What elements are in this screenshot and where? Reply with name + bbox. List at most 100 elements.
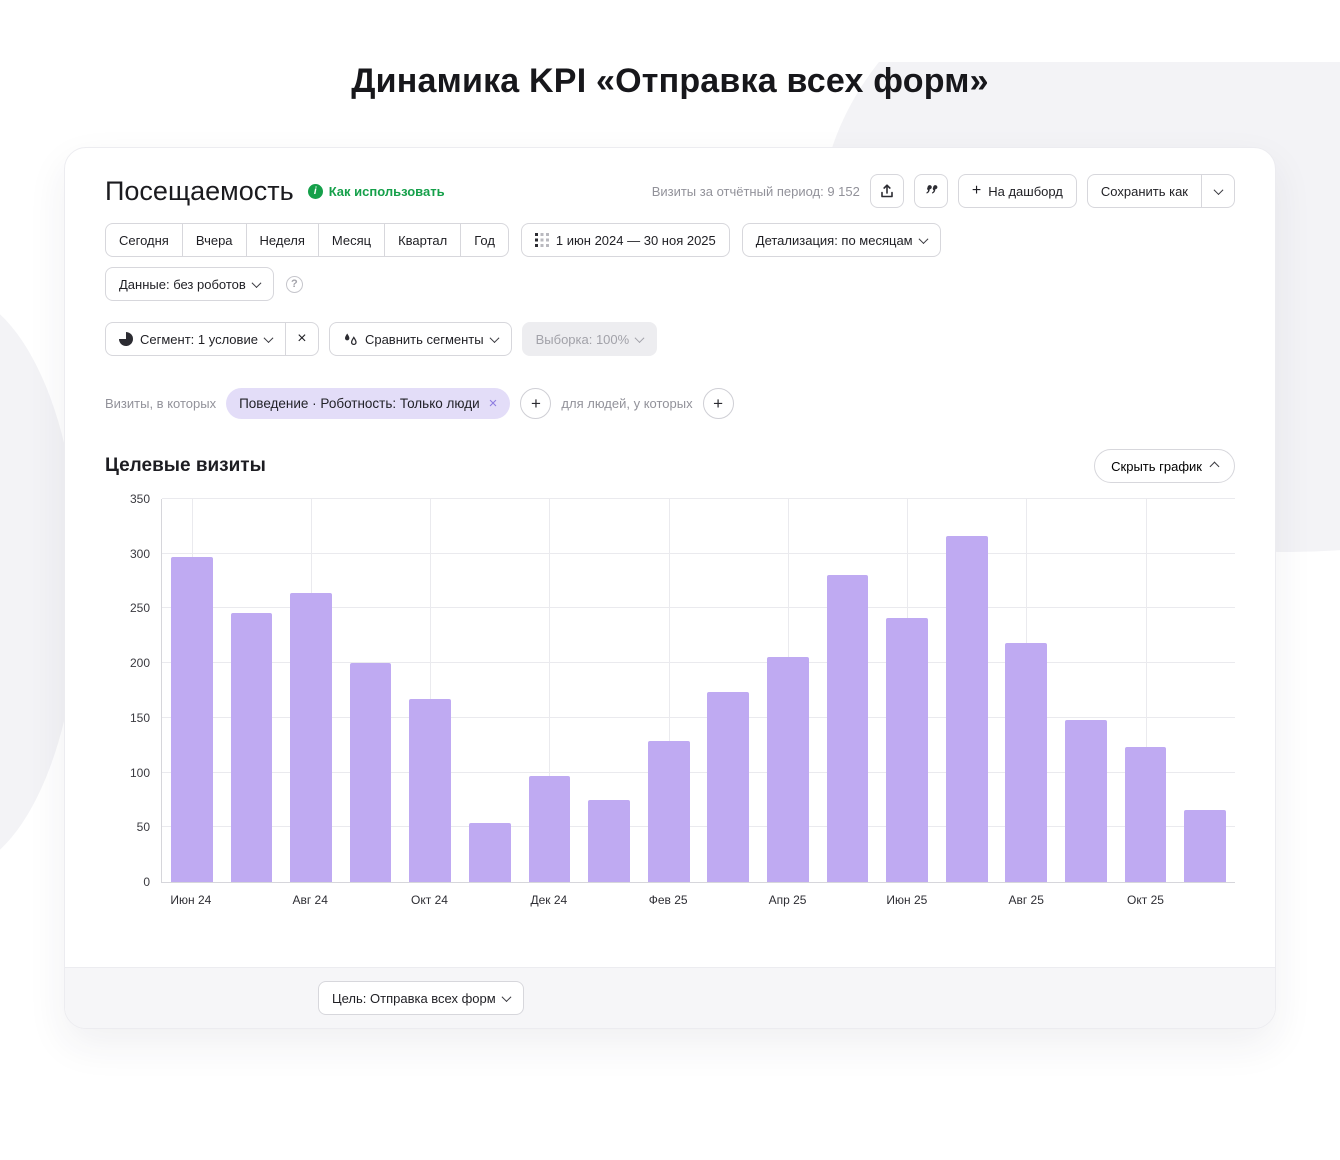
how-to-use-label: Как использовать [329, 184, 445, 199]
bar-slot [698, 499, 758, 882]
data-mode-row: Данные: без роботов ? [65, 267, 1275, 301]
bar[interactable] [886, 618, 928, 882]
bar-slot [162, 499, 222, 882]
x-axis-label: Фев 25 [649, 893, 688, 907]
page-title: Динамика KPI «Отправка всех форм» [0, 62, 1340, 101]
y-axis-label: 350 [106, 492, 150, 506]
detalization-label: Детализация: по месяцам [756, 233, 913, 248]
chevron-down-icon [635, 333, 645, 343]
y-axis-label: 50 [106, 820, 150, 834]
to-dashboard-button[interactable]: + На дашборд [958, 174, 1077, 208]
sampling-label: Выборка: 100% [536, 332, 630, 347]
bar[interactable] [946, 536, 988, 882]
bar-slot [758, 499, 818, 882]
hide-chart-label: Скрыть график [1111, 459, 1202, 474]
save-as-menu-button[interactable] [1201, 174, 1235, 208]
data-mode-label: Данные: без роботов [119, 277, 246, 292]
bar-slot [460, 499, 520, 882]
plus-icon: + [713, 394, 723, 414]
data-mode-dropdown[interactable]: Данные: без роботов [105, 267, 274, 301]
segment-chip-label: Поведение · Роботность: Только люди [239, 396, 480, 411]
segments-row: Сегмент: 1 условие × Сравнить сегменты В… [65, 322, 1275, 356]
y-axis-label: 0 [106, 875, 150, 889]
x-axis-label: Июн 24 [170, 893, 211, 907]
bar[interactable] [529, 776, 571, 882]
x-axis-label: Авг 25 [1008, 893, 1043, 907]
goal-label: Цель: Отправка всех форм [332, 991, 496, 1006]
bar[interactable] [1184, 810, 1226, 882]
bar[interactable] [290, 593, 332, 882]
bar[interactable] [588, 800, 630, 882]
bar-slot [1116, 499, 1176, 882]
period-tab[interactable]: Месяц [318, 223, 385, 257]
info-icon: i [308, 184, 323, 199]
export-button[interactable] [870, 174, 904, 208]
chevron-up-icon [1210, 461, 1220, 471]
bar-slot [1056, 499, 1116, 882]
chart-area: 050100150200250300350 Июн 24Авг 24Окт 24… [65, 499, 1275, 917]
bar[interactable] [648, 741, 690, 882]
chevron-down-icon [264, 333, 274, 343]
hide-chart-button[interactable]: Скрыть график [1094, 449, 1235, 483]
bar[interactable] [171, 557, 213, 882]
y-axis-label: 250 [106, 601, 150, 615]
goal-dropdown[interactable]: Цель: Отправка всех форм [318, 981, 524, 1015]
save-as-button[interactable]: Сохранить как [1087, 174, 1202, 208]
how-to-use-link[interactable]: i Как использовать [308, 184, 445, 199]
visits-period-text: Визиты за отчётный период: 9 152 [652, 184, 860, 199]
x-axis-label: Авг 24 [292, 893, 327, 907]
card-footer: Цель: Отправка всех форм [65, 967, 1275, 1028]
chart-bars [162, 499, 1235, 882]
period-tab[interactable]: Вчера [182, 223, 247, 257]
annotations-button[interactable] [914, 174, 948, 208]
period-tab[interactable]: Сегодня [105, 223, 183, 257]
period-tab[interactable]: Год [460, 223, 509, 257]
x-axis-label: Дек 24 [530, 893, 567, 907]
add-people-condition-button[interactable]: + [703, 388, 734, 419]
bar[interactable] [231, 613, 273, 882]
bar[interactable] [1125, 747, 1167, 882]
filters-row: Визиты, в которых Поведение · Роботность… [65, 388, 1275, 419]
bar-slot [639, 499, 699, 882]
add-visit-condition-button[interactable]: + [520, 388, 551, 419]
bar-slot [520, 499, 580, 882]
bar-slot [997, 499, 1057, 882]
date-range-label: 1 июн 2024 — 30 ноя 2025 [556, 233, 716, 248]
help-icon[interactable]: ? [286, 276, 303, 293]
chevron-down-icon [489, 333, 499, 343]
save-as-split-button: Сохранить как [1087, 174, 1235, 208]
close-icon[interactable]: × [489, 396, 498, 411]
close-icon: × [297, 330, 306, 348]
metrica-report-card: Посещаемость i Как использовать Визиты з… [64, 147, 1276, 1029]
bar[interactable] [350, 663, 392, 882]
bar[interactable] [1065, 720, 1107, 882]
quotes-icon [923, 183, 939, 199]
period-tab[interactable]: Неделя [246, 223, 319, 257]
bar[interactable] [827, 575, 869, 882]
segment-chip[interactable]: Поведение · Роботность: Только люди × [226, 388, 510, 419]
compare-segments-dropdown[interactable]: Сравнить сегменты [329, 322, 512, 356]
y-axis-label: 200 [106, 656, 150, 670]
x-axis-label: Окт 24 [411, 893, 448, 907]
x-axis-label: Июн 25 [886, 893, 927, 907]
droplets-icon [343, 332, 358, 346]
segment-dropdown[interactable]: Сегмент: 1 условие [105, 322, 286, 356]
bar-slot [1175, 499, 1235, 882]
segment-label: Сегмент: 1 условие [140, 332, 258, 347]
bar[interactable] [409, 699, 451, 882]
bar[interactable] [1005, 643, 1047, 882]
period-tab[interactable]: Квартал [384, 223, 461, 257]
date-range-button[interactable]: 1 июн 2024 — 30 ноя 2025 [521, 223, 730, 257]
bar[interactable] [469, 823, 511, 882]
header-actions: Визиты за отчётный период: 9 152 + [652, 174, 1235, 208]
segment-clear-button[interactable]: × [285, 322, 319, 356]
bar[interactable] [767, 657, 809, 882]
detalization-dropdown[interactable]: Детализация: по месяцам [742, 223, 941, 257]
bar[interactable] [707, 692, 749, 882]
chart-x-axis: Июн 24 Авг 24 Окт 24 Дек 24 Фев 25 Апр 25 Июн … [161, 883, 1235, 917]
y-axis-label: 150 [106, 711, 150, 725]
sampling-dropdown[interactable]: Выборка: 100% [522, 322, 658, 356]
bar-slot [579, 499, 639, 882]
calendar-grid-icon [535, 233, 549, 247]
x-axis-label: Апр 25 [769, 893, 807, 907]
